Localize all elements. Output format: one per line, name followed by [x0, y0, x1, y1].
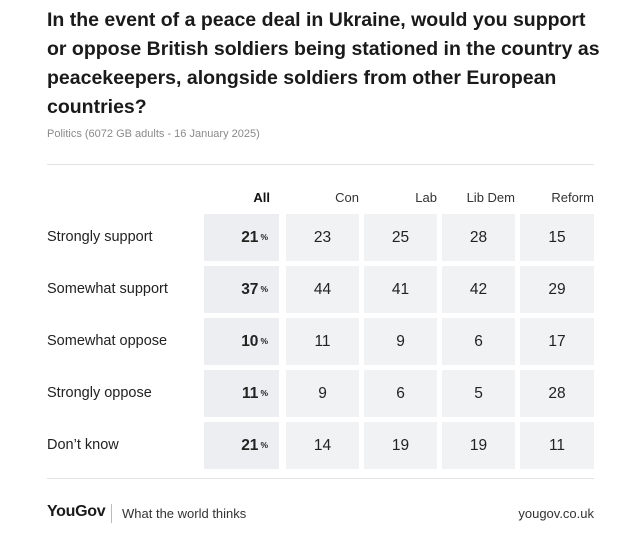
yougov-logo: YouGov [47, 503, 106, 520]
cell-value: 5 [474, 384, 483, 402]
cell-value: 19 [391, 436, 410, 454]
cell-somewhat-support-reform: 29 [520, 266, 594, 313]
chart-subtitle: Politics (6072 GB adults - 16 January 20… [47, 128, 260, 140]
cell-value: 9 [318, 384, 327, 402]
cell-somewhat-oppose-lab: 9 [364, 318, 437, 365]
cell-strongly-oppose-reform: 28 [520, 370, 594, 417]
cell-strongly-support-reform: 15 [520, 214, 594, 261]
column-header-reform: Reform [551, 190, 594, 205]
cell-somewhat-support-lab: 41 [364, 266, 437, 313]
column-header-all: All [253, 190, 270, 205]
cell-value: 28 [548, 384, 566, 402]
cell-value: 37 [241, 280, 259, 298]
cell-strongly-support-con: 23 [286, 214, 359, 261]
cell-value: 21 [241, 228, 259, 246]
row-label-don-t-know: Don’t know [47, 437, 119, 453]
cell-strongly-oppose-con: 9 [286, 370, 359, 417]
cell-value: 10 [241, 332, 259, 350]
cell-value: 11 [314, 332, 331, 350]
cell-somewhat-support-all: 37% [204, 266, 279, 313]
row-label-strongly-support: Strongly support [47, 229, 153, 245]
row-label-somewhat-support: Somewhat support [47, 281, 168, 297]
column-header-lab: Lab [415, 190, 437, 205]
percent-sign: % [260, 387, 268, 398]
cell-value: 9 [396, 332, 405, 350]
percent-sign: % [260, 335, 268, 346]
cell-strongly-support-lab: 25 [364, 214, 437, 261]
cell-value: 6 [396, 384, 405, 402]
cell-value: 6 [474, 332, 483, 350]
percent-sign: % [260, 231, 268, 242]
cell-don-t-know-lib-dem: 19 [442, 422, 515, 469]
cell-value: 29 [548, 280, 566, 298]
footer-separator [111, 504, 112, 523]
cell-don-t-know-all: 21% [204, 422, 279, 469]
cell-strongly-oppose-lib-dem: 5 [442, 370, 515, 417]
cell-strongly-support-lib-dem: 28 [442, 214, 515, 261]
cell-somewhat-support-con: 44 [286, 266, 359, 313]
row-label-somewhat-oppose: Somewhat oppose [47, 333, 168, 349]
cell-value: 28 [469, 228, 488, 246]
cell-value: 11 [548, 436, 566, 454]
cell-value: 23 [313, 228, 332, 246]
cell-value: 21 [241, 436, 259, 454]
cell-value: 19 [469, 436, 488, 454]
cell-strongly-oppose-lab: 6 [364, 370, 437, 417]
cell-value: 42 [469, 280, 488, 298]
cell-value: 25 [391, 228, 410, 246]
row-label-strongly-oppose: Strongly oppose [47, 385, 152, 401]
cell-somewhat-oppose-all: 10% [204, 318, 279, 365]
cell-value: 15 [548, 228, 566, 246]
cell-value: 17 [548, 332, 566, 350]
cell-somewhat-support-lib-dem: 42 [442, 266, 515, 313]
cell-don-t-know-lab: 19 [364, 422, 437, 469]
cell-strongly-support-all: 21% [204, 214, 279, 261]
column-header-con: Con [335, 190, 359, 205]
percent-sign: % [260, 439, 268, 450]
column-header-lib-dem: Lib Dem [466, 190, 515, 205]
cell-don-t-know-con: 14 [286, 422, 359, 469]
cell-value: 11 [242, 384, 259, 402]
chart-title: In the event of a peace deal in Ukraine,… [47, 9, 600, 118]
cell-value: 14 [313, 436, 332, 454]
cell-somewhat-oppose-con: 11 [286, 318, 359, 365]
footer-url[interactable]: yougov.co.uk [518, 506, 594, 521]
cell-don-t-know-reform: 11 [520, 422, 594, 469]
percent-sign: % [260, 283, 268, 294]
cell-value: 44 [313, 280, 332, 298]
cell-somewhat-oppose-reform: 17 [520, 318, 594, 365]
cell-strongly-oppose-all: 11% [204, 370, 279, 417]
bottom-divider [47, 478, 594, 479]
cell-somewhat-oppose-lib-dem: 6 [442, 318, 515, 365]
cell-value: 41 [391, 280, 410, 298]
footer-tagline: What the world thinks [122, 506, 247, 521]
top-divider [47, 164, 594, 165]
